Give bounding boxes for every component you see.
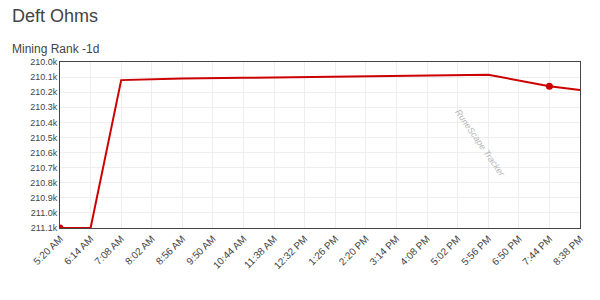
svg-text:5:02 PM: 5:02 PM xyxy=(428,233,462,267)
svg-text:Deft Ohms: Deft Ohms xyxy=(12,6,98,26)
svg-text:210.3k: 210.3k xyxy=(30,102,58,112)
svg-text:RuneScape Tracker: RuneScape Tracker xyxy=(453,107,507,179)
svg-text:10:44 AM: 10:44 AM xyxy=(211,233,249,271)
svg-text:8:56 AM: 8:56 AM xyxy=(154,233,188,267)
svg-text:211.0k: 211.0k xyxy=(31,208,58,218)
svg-text:210.5k: 210.5k xyxy=(30,133,58,143)
svg-text:210.4k: 210.4k xyxy=(30,118,58,128)
svg-text:Mining Rank -1d: Mining Rank -1d xyxy=(12,42,99,56)
svg-text:6:50 PM: 6:50 PM xyxy=(490,233,524,267)
svg-text:210.0k: 210.0k xyxy=(30,57,58,67)
svg-text:8:02 AM: 8:02 AM xyxy=(123,233,157,267)
svg-text:5:20 AM: 5:20 AM xyxy=(31,233,65,267)
svg-text:9:50 AM: 9:50 AM xyxy=(184,233,218,267)
svg-text:4:08 PM: 4:08 PM xyxy=(398,233,432,267)
svg-text:210.6k: 210.6k xyxy=(30,148,58,158)
svg-text:210.1k: 210.1k xyxy=(30,72,58,82)
svg-text:211.1k: 211.1k xyxy=(31,223,58,233)
svg-text:11:38 AM: 11:38 AM xyxy=(242,233,279,270)
svg-text:210.2k: 210.2k xyxy=(30,87,58,97)
svg-text:3:14 PM: 3:14 PM xyxy=(367,233,401,267)
svg-text:7:44 PM: 7:44 PM xyxy=(520,233,554,267)
svg-text:1:26 PM: 1:26 PM xyxy=(306,233,340,267)
svg-text:12:32 PM: 12:32 PM xyxy=(272,233,310,271)
svg-text:5:56 PM: 5:56 PM xyxy=(459,233,493,267)
svg-text:2:20 PM: 2:20 PM xyxy=(337,233,371,267)
svg-text:210.7k: 210.7k xyxy=(30,163,58,173)
svg-text:210.8k: 210.8k xyxy=(30,178,58,188)
svg-text:7:08 AM: 7:08 AM xyxy=(92,233,126,267)
svg-text:8:38 PM: 8:38 PM xyxy=(551,233,585,267)
svg-text:6:14 AM: 6:14 AM xyxy=(62,233,96,267)
svg-text:210.9k: 210.9k xyxy=(30,193,58,203)
